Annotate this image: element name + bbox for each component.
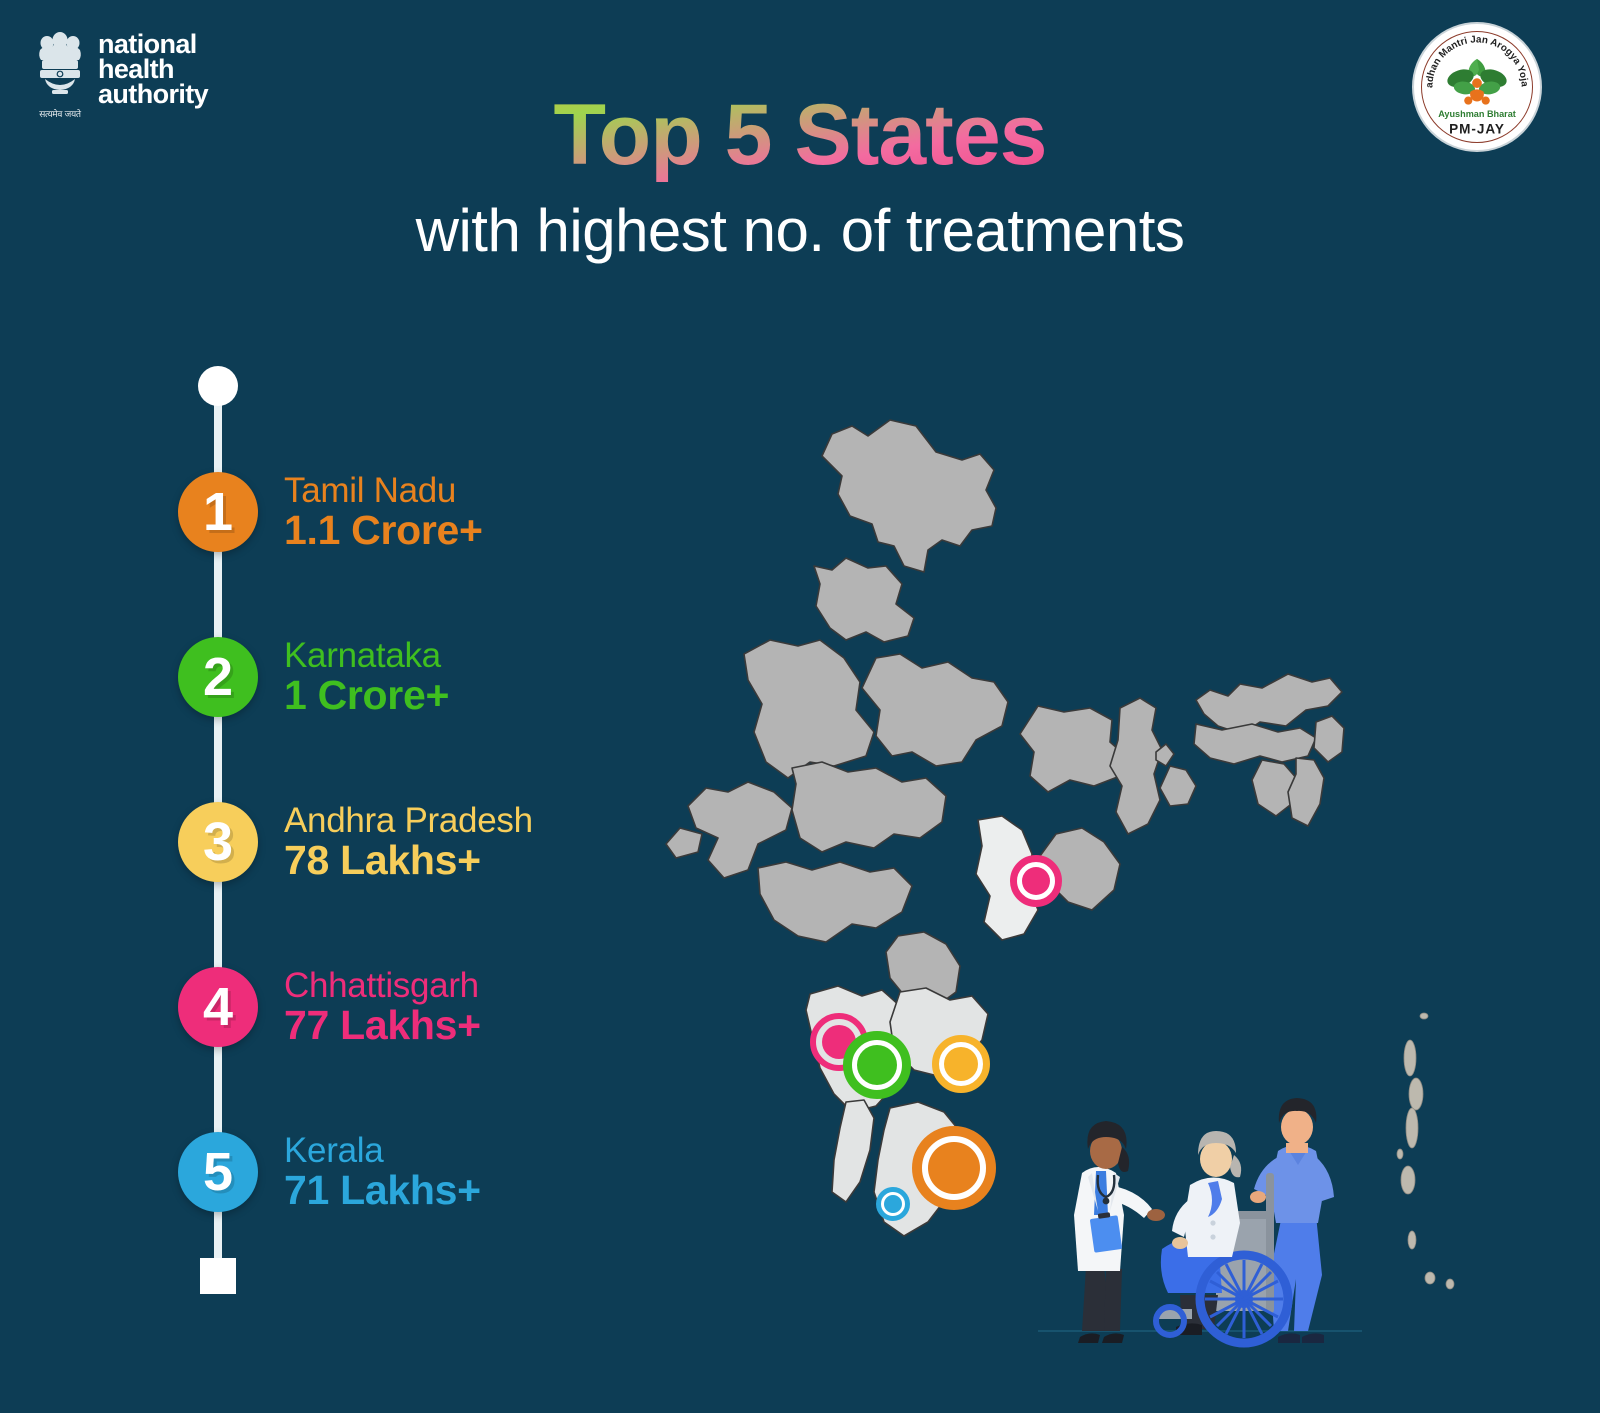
nha-logo: सत्यमेव जयते national health authority (34, 28, 209, 120)
state-name-2: Karnataka (284, 636, 441, 675)
ranking-item-4[interactable]: 4 Chhattisgarh 77 Lakhs+ (178, 967, 481, 1048)
state-value-2: 1 Crore+ (284, 672, 450, 719)
map-marker-ring-andhra-pradesh[interactable] (932, 1035, 990, 1093)
elderly-patient-wheelchair (1153, 1131, 1293, 1348)
ranking-timeline: 1 Tamil Nadu 1.1 Crore+ 2 Karnataka 1 Cr… (178, 360, 698, 1294)
ranking-text-3: Andhra Pradesh 78 Lakhs+ (284, 802, 533, 883)
ranking-item-2[interactable]: 2 Karnataka 1 Crore+ (178, 637, 449, 718)
map-marker-core-kerala (884, 1195, 902, 1213)
andaman-nicobar-islands (1396, 1012, 1455, 1290)
ranking-text-4: Chhattisgarh 77 Lakhs+ (284, 967, 481, 1048)
ranking-text-1: Tamil Nadu 1.1 Crore+ (284, 472, 483, 553)
timeline-cap-top-circle (198, 366, 238, 406)
page-subtitle: with highest no. of treatments (415, 197, 1185, 264)
ranking-item-3[interactable]: 3 Andhra Pradesh 78 Lakhs+ (178, 802, 533, 883)
rank-badge-3: 3 (178, 802, 258, 883)
map-marker-core-andhra-pradesh (944, 1047, 978, 1081)
map-marker-ring-tamil-nadu[interactable] (912, 1126, 996, 1210)
nha-wordmark: national health authority (98, 28, 209, 107)
state-value-4: 77 Lakhs+ (284, 1002, 481, 1049)
rank-badge-2: 2 (178, 637, 258, 718)
state-name-3: Andhra Pradesh (284, 801, 533, 840)
map-marker-core-tamil-nadu (928, 1142, 980, 1194)
map-marker-ring-kerala[interactable] (876, 1187, 910, 1221)
rank-badge-1: 1 (178, 472, 258, 553)
state-name-4: Chhattisgarh (284, 966, 479, 1005)
map-marker-ring-chhattisgarh[interactable] (1010, 855, 1062, 907)
ashoka-emblem-icon: सत्यमेव जयते (34, 28, 86, 120)
ranking-text-2: Karnataka 1 Crore+ (284, 637, 449, 718)
male-nurse-figure (1250, 1098, 1334, 1343)
emblem-motto: सत्यमेव जयते (34, 107, 86, 120)
timeline-cap-bottom-square (200, 1258, 236, 1294)
state-value-1: 1.1 Crore+ (284, 507, 483, 554)
ranking-item-1[interactable]: 1 Tamil Nadu 1.1 Crore+ (178, 472, 483, 553)
pmjay-logo: Pradhan Mantri Jan Arogya Yojana Ayushma… (1412, 22, 1542, 152)
pmjay-inner-ring (1421, 31, 1533, 143)
state-name-1: Tamil Nadu (284, 471, 457, 510)
nha-line-2: health (98, 53, 175, 84)
map-marker-core-chhattisgarh (1022, 867, 1050, 895)
nha-line-3: authority (98, 80, 209, 107)
map-marker-ring-karnataka[interactable] (843, 1031, 911, 1099)
state-value-3: 78 Lakhs+ (284, 837, 481, 884)
state-name-5: Kerala (284, 1131, 384, 1170)
rank-badge-5: 5 (178, 1132, 258, 1213)
state-value-5: 71 Lakhs+ (284, 1167, 481, 1214)
rank-badge-4: 4 (178, 967, 258, 1048)
map-marker-core-karnataka (857, 1045, 897, 1085)
ranking-item-5[interactable]: 5 Kerala 71 Lakhs+ (178, 1132, 481, 1213)
nha-line-1: national (98, 29, 197, 59)
healthcare-team-illustration (1030, 1055, 1370, 1355)
ranking-text-5: Kerala 71 Lakhs+ (284, 1132, 481, 1213)
female-doctor-figure (1074, 1121, 1165, 1343)
page-title: Top 5 States (0, 86, 1600, 185)
